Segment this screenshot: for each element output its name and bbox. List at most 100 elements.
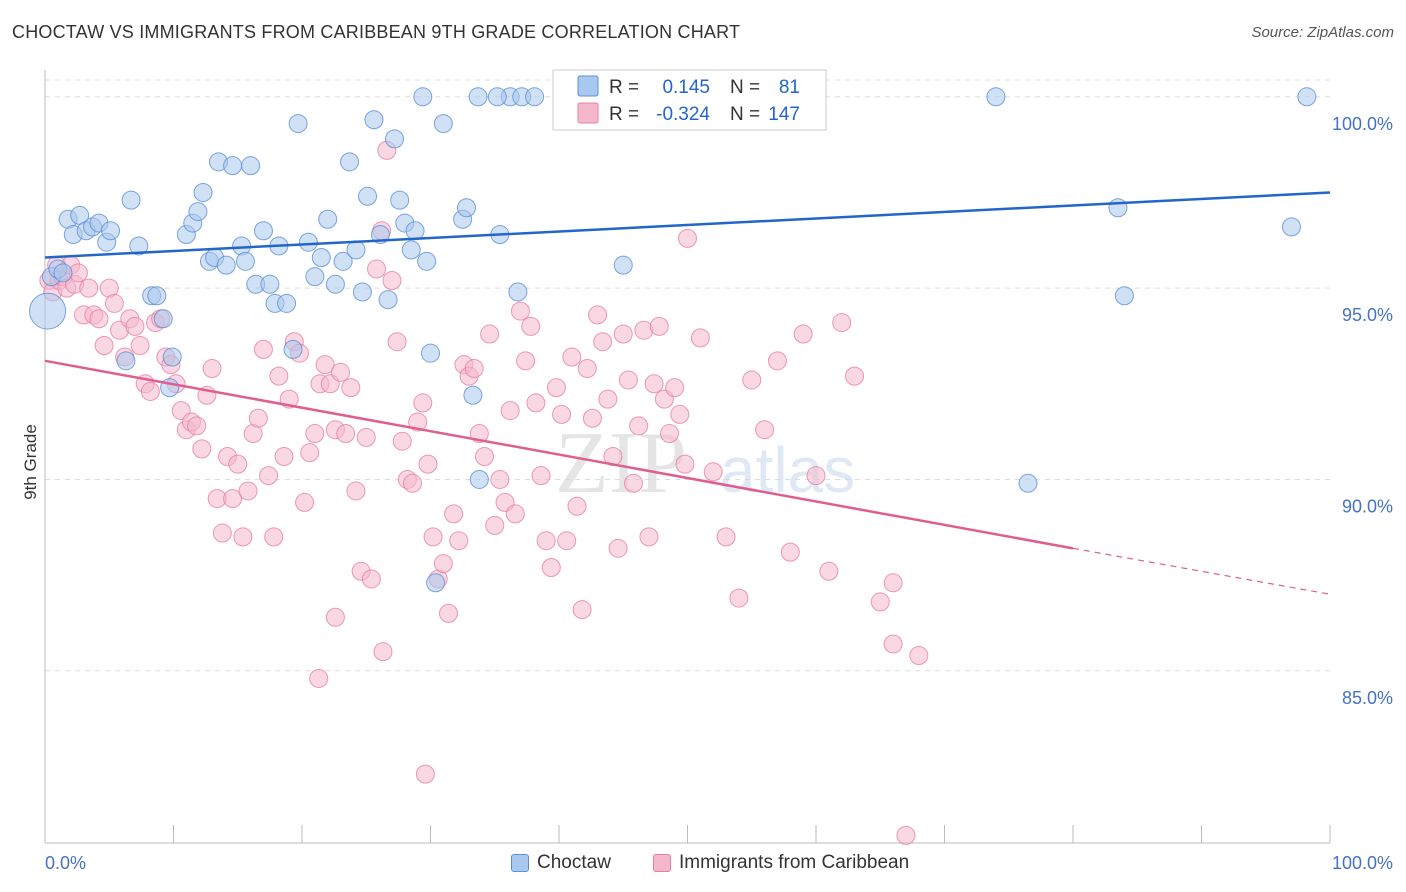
point-caribbean-70 — [387, 332, 407, 352]
point-choctaw-42 — [311, 248, 331, 268]
point-caribbean-105 — [567, 496, 587, 516]
x-tick-label-0: 0.0% — [45, 853, 86, 873]
trend-line-caribbean-extension — [1072, 547, 1331, 595]
point-choctaw-37 — [277, 293, 297, 313]
point-caribbean-64 — [356, 427, 376, 447]
point-caribbean-56 — [315, 355, 335, 375]
point-caribbean-124 — [665, 378, 685, 398]
point-caribbean-137 — [806, 466, 826, 486]
point-caribbean-85 — [464, 358, 484, 378]
point-caribbean-140 — [845, 366, 865, 386]
point-choctaw-74 — [613, 255, 633, 275]
point-caribbean-133 — [755, 420, 775, 440]
point-caribbean-106 — [572, 600, 592, 620]
point-caribbean-39 — [228, 454, 248, 474]
source-label: Source: ZipAtlas.com — [1251, 24, 1394, 41]
point-choctaw-51 — [370, 225, 390, 245]
stat-n-label-2: N = — [730, 104, 760, 125]
point-choctaw-58 — [417, 251, 437, 271]
point-caribbean-40 — [233, 527, 253, 547]
stat-n-label-1: N = — [730, 77, 760, 98]
point-choctaw-33 — [253, 221, 273, 241]
point-caribbean-103 — [557, 531, 577, 551]
point-caribbean-148 — [373, 642, 393, 662]
point-choctaw-52 — [378, 290, 398, 310]
x-tick-label-1: 100.0% — [1332, 853, 1393, 873]
stat-r-value-2: -0.324 — [656, 104, 710, 125]
point-caribbean-19 — [125, 316, 145, 336]
point-caribbean-32 — [192, 439, 212, 459]
point-choctaw-79 — [1108, 198, 1128, 218]
point-choctaw-65 — [463, 385, 483, 405]
y-tick-label-1: 90.0% — [1342, 496, 1393, 516]
point-choctaw-14 — [129, 236, 149, 256]
legend-item-caribbean: Immigrants from Caribbean — [653, 852, 909, 874]
y-tick-label-0: 85.0% — [1342, 688, 1393, 708]
point-caribbean-59 — [331, 362, 351, 382]
point-caribbean-136 — [793, 324, 813, 344]
point-choctaw-44 — [325, 274, 345, 294]
point-caribbean-132 — [742, 370, 762, 390]
point-caribbean-94 — [510, 301, 530, 321]
point-caribbean-110 — [593, 332, 613, 352]
point-caribbean-20 — [130, 336, 150, 356]
point-choctaw-16 — [147, 286, 167, 306]
point-choctaw-82 — [1297, 87, 1317, 107]
point-choctaw-3 — [53, 263, 73, 283]
point-caribbean-79 — [433, 554, 453, 574]
point-caribbean-71 — [392, 431, 412, 451]
stat-n-value-2: 147 — [768, 104, 800, 125]
point-caribbean-145 — [896, 825, 916, 845]
stats-legend: R = 0.145 N = 81 R = -0.324 N = 147 — [552, 69, 827, 131]
point-caribbean-38 — [223, 489, 243, 509]
stat-r-value-1: 0.145 — [662, 77, 710, 98]
point-caribbean-74 — [408, 412, 428, 432]
point-caribbean-92 — [500, 401, 520, 421]
point-caribbean-95 — [516, 351, 536, 371]
point-caribbean-13 — [94, 336, 114, 356]
point-caribbean-130 — [716, 527, 736, 547]
point-caribbean-61 — [341, 378, 361, 398]
series-legend: Choctaw Immigrants from Caribbean — [0, 852, 1406, 878]
legend-swatch-choctaw-bottom — [511, 854, 529, 872]
point-caribbean-99 — [536, 531, 556, 551]
point-choctaw-40 — [298, 232, 318, 252]
point-caribbean-96 — [521, 316, 541, 336]
point-caribbean-149 — [325, 607, 345, 627]
y-tick-labels: 85.0% 90.0% 95.0% 100.0% — [1332, 114, 1393, 708]
watermark-atlas: atlas — [720, 434, 855, 506]
point-caribbean-46 — [264, 527, 284, 547]
point-caribbean-101 — [546, 378, 566, 398]
point-caribbean-81 — [444, 504, 464, 524]
point-caribbean-134 — [767, 351, 787, 371]
trend-line-choctaw — [44, 191, 1331, 259]
point-caribbean-93 — [505, 504, 525, 524]
point-caribbean-117 — [629, 416, 649, 436]
legend-swatch-caribbean — [577, 102, 599, 124]
point-choctaw-48 — [352, 282, 372, 302]
point-caribbean-54 — [305, 424, 325, 444]
point-caribbean-36 — [212, 523, 232, 543]
point-caribbean-146 — [415, 764, 435, 784]
point-caribbean-45 — [259, 466, 279, 486]
point-caribbean-107 — [577, 358, 597, 378]
point-choctaw-11 — [101, 221, 121, 241]
point-choctaw-77 — [1018, 473, 1038, 493]
point-caribbean-48 — [274, 447, 294, 466]
point-caribbean-131 — [729, 588, 749, 608]
point-caribbean-75 — [413, 393, 433, 413]
point-caribbean-10 — [79, 278, 99, 298]
point-caribbean-31 — [187, 416, 207, 436]
point-caribbean-138 — [819, 561, 839, 581]
point-caribbean-127 — [678, 228, 697, 248]
point-choctaw-41 — [305, 267, 325, 287]
point-caribbean-34 — [202, 358, 222, 378]
point-caribbean-52 — [295, 492, 315, 512]
stat-r-label-2: R = — [609, 104, 639, 125]
point-caribbean-123 — [660, 424, 680, 444]
axes — [44, 70, 1331, 844]
point-choctaw-56 — [401, 240, 421, 260]
point-caribbean-80 — [438, 603, 458, 623]
point-choctaw-47 — [346, 240, 366, 260]
point-choctaw-28 — [223, 156, 243, 176]
